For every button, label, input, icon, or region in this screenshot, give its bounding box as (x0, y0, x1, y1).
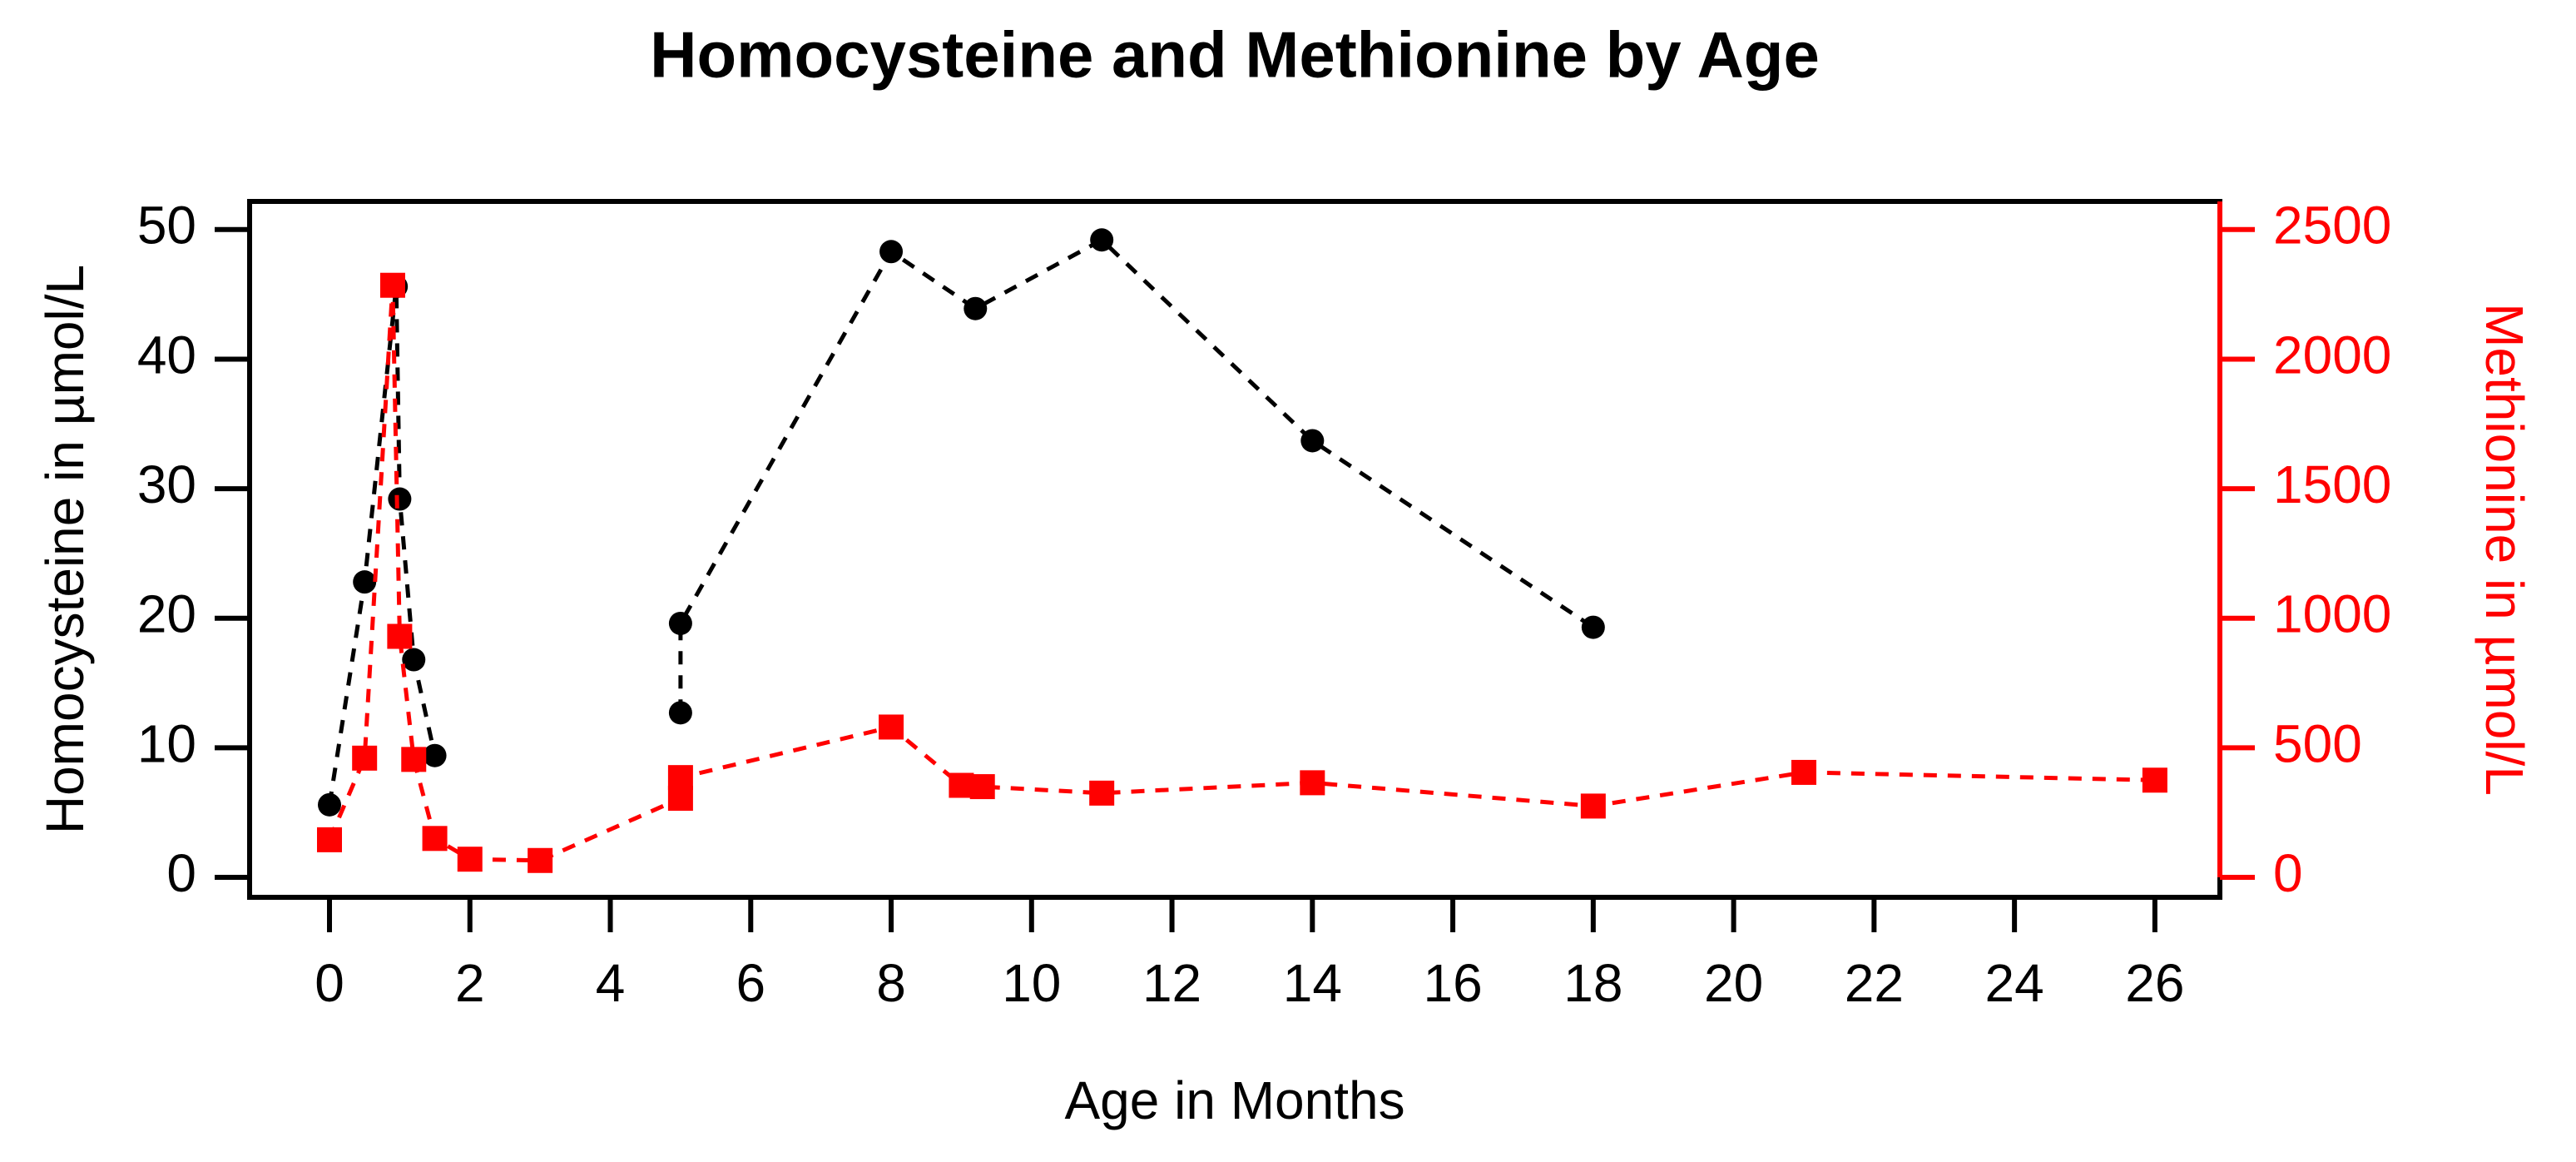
plot-frame (247, 199, 2222, 900)
methionine-point (969, 774, 995, 800)
x-tick-label: 26 (2125, 953, 2184, 1013)
x-tick-label: 24 (1985, 953, 2044, 1013)
x-tick-label: 16 (1423, 953, 1482, 1013)
y-left-tick-label: 0 (166, 843, 196, 903)
y-right-tick-label: 2500 (2273, 196, 2391, 256)
y-right-tick-label: 500 (2273, 713, 2362, 773)
methionine-point (949, 772, 974, 798)
x-axis-label: Age in Months (1064, 1070, 1405, 1130)
methionine-point (401, 747, 427, 772)
homocysteine-point (964, 296, 988, 320)
homocysteine-point (668, 611, 692, 635)
methionine-point (422, 826, 448, 852)
homocysteine-point (1300, 429, 1325, 453)
x-tick-label: 0 (315, 953, 344, 1013)
methionine-point (667, 765, 693, 791)
x-tick-label: 6 (736, 953, 765, 1013)
homocysteine-line-segment (327, 286, 438, 806)
methionine-point (2142, 767, 2167, 793)
y-left-tick-label: 30 (137, 454, 196, 514)
methionine-point (879, 714, 904, 740)
y-right-tick-label: 1500 (2273, 454, 2391, 514)
methionine-point (352, 745, 378, 771)
x-tick-label: 12 (1142, 953, 1201, 1013)
homocysteine-line-segment (678, 237, 1595, 713)
homocysteine-point (1581, 615, 1605, 639)
x-tick-label: 8 (876, 953, 906, 1013)
x-tick-label: 2 (455, 953, 485, 1013)
y-right-tick-label: 0 (2273, 843, 2303, 903)
methionine-point (1089, 780, 1115, 806)
x-tick-label: 18 (1563, 953, 1622, 1013)
x-tick-label: 20 (1704, 953, 1763, 1013)
homocysteine-point (423, 743, 447, 767)
methionine-point (1300, 770, 1325, 796)
homocysteine-point (402, 648, 426, 672)
homocysteine-point (353, 570, 377, 594)
y-left-tick-label: 50 (137, 196, 196, 256)
methionine-point (1580, 793, 1606, 819)
y-left-tick-label: 20 (137, 584, 196, 644)
x-tick-label: 22 (1845, 953, 1904, 1013)
methionine-point (387, 623, 413, 649)
y-left-tick-label: 10 (137, 713, 196, 773)
y-right-tick-label: 1000 (2273, 584, 2391, 644)
methionine-point (1791, 759, 1816, 785)
y-right-tick-label: 2000 (2273, 325, 2391, 385)
x-tick-label: 10 (1002, 953, 1061, 1013)
x-tick-label: 4 (596, 953, 626, 1013)
methionine-point (528, 847, 553, 873)
methionine-line-segment (327, 285, 2155, 863)
homocysteine-point (1090, 228, 1114, 252)
homocysteine-point (879, 240, 904, 264)
homocysteine-point (388, 487, 412, 511)
homocysteine-point (318, 792, 341, 817)
methionine-point (379, 272, 405, 298)
chart-title: Homocysteine and Methionine by Age (650, 17, 1820, 92)
methionine-point (317, 827, 342, 852)
x-tick-label: 14 (1283, 953, 1342, 1013)
methionine-point (457, 847, 483, 872)
y-left-tick-label: 40 (137, 325, 196, 385)
homocysteine-point (668, 701, 692, 725)
